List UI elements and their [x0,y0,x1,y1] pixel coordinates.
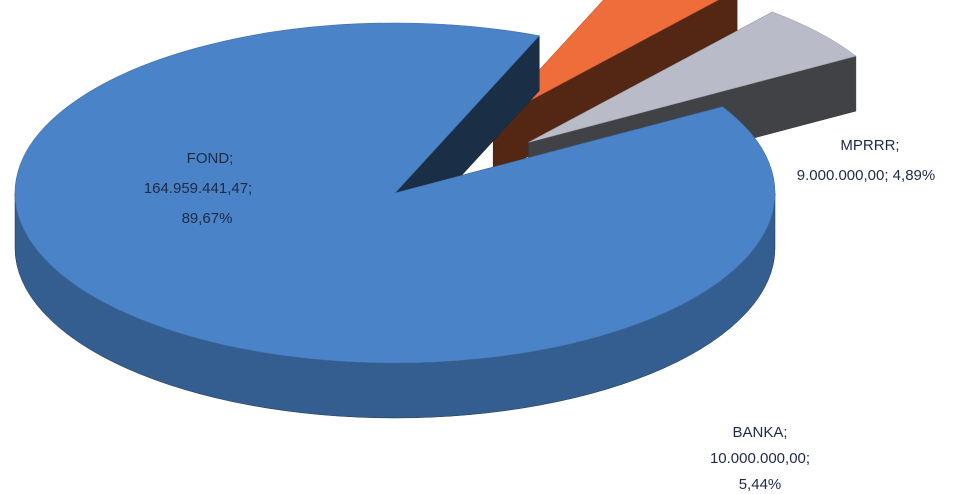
data-label-banka-line-3: 5,44% [739,476,782,493]
slice-banka-top [528,11,857,143]
data-label-banka-line-2: 10.000.000,00; [710,450,810,467]
slice-mprrr-top [492,0,719,121]
slice-fond [14,22,776,419]
slices-layer [14,0,857,419]
data-label-banka: BANKA; 10.000.000,00; 5,44% [710,424,810,493]
slice-fond-top [14,22,776,364]
data-label-banka-line-1: BANKA; [732,424,787,441]
data-label-fond-line-2: 164.959.441,47; [144,180,252,197]
data-label-mprrr-line-1: MPRRR; [840,137,899,154]
data-label-fond-line-3: 89,67% [182,210,233,227]
data-label-fond-line-1: FOND; [187,150,234,167]
data-label-fond: FOND; 164.959.441,47; 89,67% [144,150,252,227]
data-label-mprrr-line-2: 9.000.000,00; 4,89% [797,167,935,184]
data-label-mprrr: MPRRR; 9.000.000,00; 4,89% [797,137,935,184]
